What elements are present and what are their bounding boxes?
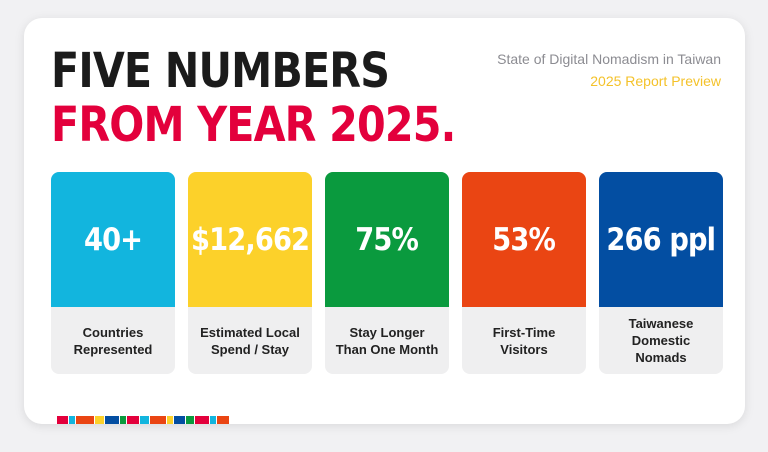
- stat-card-domestic-nomads: 266 ppl Taiwanese Domestic Nomads: [599, 172, 723, 374]
- headline-line-1: FIVE NUMBERS: [51, 43, 390, 99]
- stat-value: 53%: [492, 221, 557, 258]
- strip-segment: [105, 416, 119, 424]
- stat-value-panel: $12,662: [188, 172, 312, 307]
- stat-label-panel: Stay Longer Than One Month: [325, 307, 449, 374]
- strip-segment: [217, 416, 229, 424]
- stat-card-local-spend: $12,662 Estimated Local Spend / Stay: [188, 172, 312, 374]
- stat-label-panel: First-Time Visitors: [462, 307, 586, 374]
- report-preview-label: 2025 Report Preview: [590, 73, 721, 89]
- strip-segment: [167, 416, 173, 424]
- stat-card-first-time: 53% First-Time Visitors: [462, 172, 586, 374]
- stat-label: Countries Represented: [73, 324, 153, 357]
- strip-segment: [76, 416, 94, 424]
- strip-segment: [120, 416, 126, 424]
- stat-label: First-Time Visitors: [492, 324, 556, 357]
- stat-value: 40+: [83, 221, 143, 258]
- report-meta: State of Digital Nomadism in Taiwan 2025…: [497, 48, 721, 92]
- stat-value-panel: 75%: [325, 172, 449, 307]
- infographic-card: FIVE NUMBERS FROM YEAR 2025. State of Di…: [24, 18, 745, 424]
- stat-value: $12,662: [190, 221, 310, 258]
- stat-value: 266 ppl: [606, 221, 717, 258]
- strip-segment: [174, 416, 185, 424]
- stat-value-panel: 53%: [462, 172, 586, 307]
- stats-row: 40+ Countries Represented $12,662 Estima…: [51, 172, 724, 374]
- stat-card-stay-longer: 75% Stay Longer Than One Month: [325, 172, 449, 374]
- strip-segment: [210, 416, 216, 424]
- stat-card-countries: 40+ Countries Represented: [51, 172, 175, 374]
- headline-line-2: FROM YEAR 2025.: [51, 97, 456, 153]
- stat-value-panel: 40+: [51, 172, 175, 307]
- strip-segment: [195, 416, 209, 424]
- strip-segment: [57, 416, 68, 424]
- stat-label-panel: Countries Represented: [51, 307, 175, 374]
- strip-segment: [127, 416, 139, 424]
- stat-label-panel: Taiwanese Domestic Nomads: [599, 307, 723, 374]
- strip-segment: [69, 416, 75, 424]
- strip-segment: [150, 416, 166, 424]
- report-subtitle: State of Digital Nomadism in Taiwan: [497, 51, 721, 67]
- stat-label-panel: Estimated Local Spend / Stay: [188, 307, 312, 374]
- strip-segment: [95, 416, 104, 424]
- stat-value: 75%: [355, 221, 420, 258]
- strip-segment: [186, 416, 194, 424]
- stat-label: Estimated Local Spend / Stay: [200, 324, 300, 357]
- stat-label: Taiwanese Domestic Nomads: [628, 316, 694, 365]
- stat-label: Stay Longer Than One Month: [335, 324, 439, 357]
- strip-segment: [140, 416, 149, 424]
- headline: FIVE NUMBERS FROM YEAR 2025.: [51, 44, 521, 152]
- stat-value-panel: 266 ppl: [599, 172, 723, 307]
